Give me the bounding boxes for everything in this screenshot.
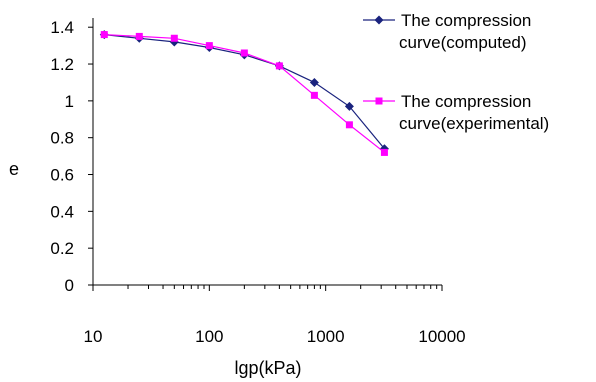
y-tick-labels: 0 0.2 0.4 0.6 0.8 1 1.2 1.4: [50, 18, 74, 295]
y-tick-label: 1.4: [50, 18, 74, 37]
data-point-square: [100, 31, 108, 39]
series-2: [100, 31, 388, 156]
x-tick-label: 10000: [418, 327, 465, 346]
x-tick-label: 1000: [307, 327, 345, 346]
data-point-square: [275, 62, 283, 70]
legend-label: curve(experimental): [399, 114, 549, 133]
legend-marker-square: [375, 97, 383, 105]
legend-item-2: The compression curve(experimental): [363, 92, 549, 133]
data-point-diamond: [309, 77, 319, 87]
y-tick-label: 1: [65, 92, 74, 111]
data-point-diamond: [344, 101, 354, 111]
data-point-square: [310, 91, 318, 99]
y-tick-label: 1.2: [50, 55, 74, 74]
legend-label: curve(computed): [399, 33, 527, 52]
legend-marker-diamond: [374, 15, 384, 25]
x-tick-label: 100: [195, 327, 223, 346]
x-tick-labels: 10 100 1000 10000: [84, 327, 466, 346]
x-axis-label: lgp(kPa): [234, 358, 301, 378]
data-point-square: [205, 42, 213, 50]
legend-label: The compression: [401, 11, 531, 30]
data-point-square: [135, 32, 143, 40]
x-tick-label: 10: [84, 327, 103, 346]
y-axis-label: e: [9, 159, 19, 179]
y-tick-label: 0.2: [50, 239, 74, 258]
legend-label: The compression: [401, 92, 531, 111]
data-point-square: [345, 121, 353, 129]
series-1: [99, 30, 389, 154]
y-tick-label: 0.6: [50, 166, 74, 185]
legend-item-1: The compression curve(computed): [363, 11, 531, 52]
data-point-square: [170, 34, 178, 42]
y-tick-label: 0.8: [50, 129, 74, 148]
data-point-square: [240, 49, 248, 57]
y-tick-label: 0: [65, 276, 74, 295]
series-layer: [99, 30, 389, 156]
axes: [88, 18, 443, 291]
y-tick-label: 0.4: [50, 202, 74, 221]
data-point-square: [380, 148, 388, 156]
